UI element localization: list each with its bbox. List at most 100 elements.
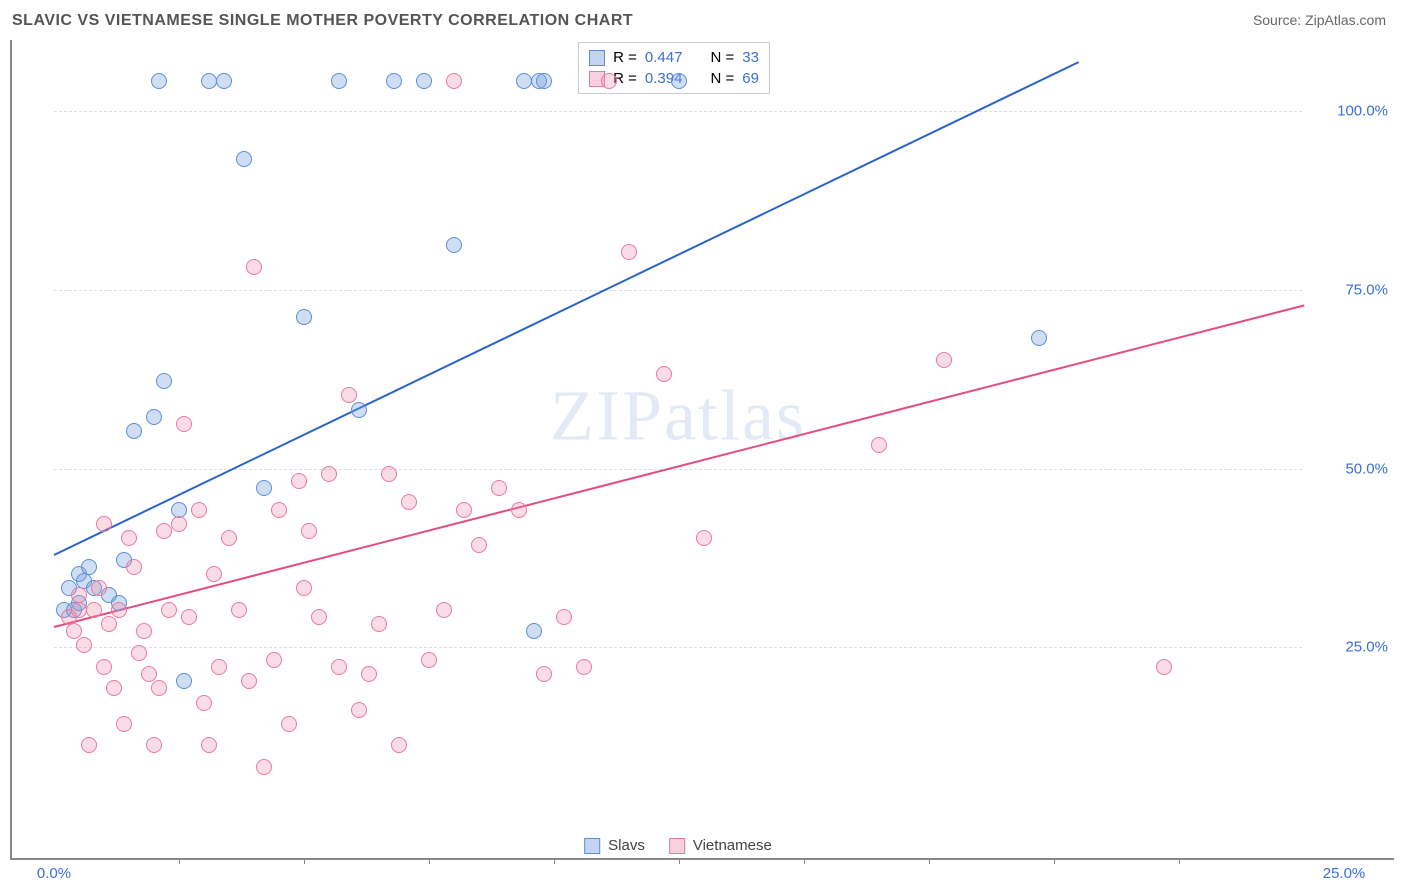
data-point xyxy=(246,259,262,275)
data-point xyxy=(96,659,112,675)
n-value: 69 xyxy=(742,70,759,87)
legend-item: Vietnamese xyxy=(669,837,772,854)
x-tick xyxy=(679,858,680,864)
data-point xyxy=(201,737,217,753)
source-label: Source: ZipAtlas.com xyxy=(1253,12,1386,30)
data-point xyxy=(256,480,272,496)
x-tick xyxy=(179,858,180,864)
data-point xyxy=(696,530,712,546)
data-point xyxy=(206,566,222,582)
header-row: SLAVIC VS VIETNAMESE SINGLE MOTHER POVER… xyxy=(8,8,1398,40)
data-point xyxy=(526,623,542,639)
x-tick-label: 0.0% xyxy=(37,865,71,882)
data-point xyxy=(511,502,527,518)
plot-region: ZIPatlas R =0.447N =33R =0.394N =69 Slav… xyxy=(54,40,1302,824)
data-point xyxy=(126,559,142,575)
chart-area: Single Mother Poverty ZIPatlas R =0.447N… xyxy=(10,40,1394,860)
y-tick-label: 75.0% xyxy=(1345,282,1388,299)
data-point xyxy=(491,480,507,496)
x-tick xyxy=(554,858,555,864)
data-point xyxy=(291,473,307,489)
data-point xyxy=(656,366,672,382)
data-point xyxy=(351,402,367,418)
legend-label: Vietnamese xyxy=(693,837,772,854)
data-point xyxy=(331,659,347,675)
data-point xyxy=(1156,659,1172,675)
data-point xyxy=(421,652,437,668)
data-point xyxy=(101,616,117,632)
data-point xyxy=(176,416,192,432)
data-point xyxy=(456,502,472,518)
data-point xyxy=(131,645,147,661)
trend-line xyxy=(54,304,1304,627)
data-point xyxy=(121,530,137,546)
data-point xyxy=(1031,330,1047,346)
data-point xyxy=(381,466,397,482)
data-point xyxy=(201,73,217,89)
data-point xyxy=(116,716,132,732)
data-point xyxy=(141,666,157,682)
data-point xyxy=(351,702,367,718)
data-point xyxy=(176,673,192,689)
data-point xyxy=(66,623,82,639)
data-point xyxy=(81,559,97,575)
y-tick-label: 100.0% xyxy=(1337,103,1388,120)
data-point xyxy=(576,659,592,675)
data-point xyxy=(256,759,272,775)
data-point xyxy=(191,502,207,518)
x-tick xyxy=(929,858,930,864)
data-point xyxy=(156,523,172,539)
data-point xyxy=(136,623,152,639)
data-point xyxy=(446,73,462,89)
gridline-horizontal xyxy=(54,469,1302,470)
gridline-horizontal xyxy=(54,647,1302,648)
data-point xyxy=(81,737,97,753)
data-point xyxy=(216,73,232,89)
data-point xyxy=(111,602,127,618)
data-point xyxy=(76,637,92,653)
gridline-horizontal xyxy=(54,290,1302,291)
data-point xyxy=(321,466,337,482)
n-value: 33 xyxy=(742,49,759,66)
data-point xyxy=(221,530,237,546)
n-label: N = xyxy=(710,70,734,87)
data-point xyxy=(196,695,212,711)
chart-title: SLAVIC VS VIETNAMESE SINGLE MOTHER POVER… xyxy=(12,12,633,30)
data-point xyxy=(281,716,297,732)
data-point xyxy=(311,609,327,625)
data-point xyxy=(96,516,112,532)
y-tick-label: 50.0% xyxy=(1345,460,1388,477)
data-point xyxy=(241,673,257,689)
gridline-horizontal xyxy=(54,111,1302,112)
legend-swatch xyxy=(589,50,605,66)
trend-line xyxy=(54,62,1080,557)
legend-swatch xyxy=(584,838,600,854)
data-point xyxy=(71,587,87,603)
x-tick xyxy=(1054,858,1055,864)
legend-swatch xyxy=(669,838,685,854)
x-tick-label: 25.0% xyxy=(1323,865,1366,882)
data-point xyxy=(126,423,142,439)
data-point xyxy=(556,609,572,625)
n-label: N = xyxy=(710,49,734,66)
data-point xyxy=(601,73,617,89)
data-point xyxy=(171,516,187,532)
data-point xyxy=(416,73,432,89)
data-point xyxy=(471,537,487,553)
data-point xyxy=(401,494,417,510)
data-point xyxy=(146,409,162,425)
data-point xyxy=(86,602,102,618)
data-point xyxy=(151,680,167,696)
data-point xyxy=(161,602,177,618)
data-point xyxy=(231,602,247,618)
data-point xyxy=(331,73,347,89)
data-point xyxy=(271,502,287,518)
data-point xyxy=(446,237,462,253)
x-tick xyxy=(804,858,805,864)
data-point xyxy=(146,737,162,753)
legend-label: Slavs xyxy=(608,837,645,854)
series-legend: Slavs Vietnamese xyxy=(584,837,772,854)
data-point xyxy=(671,73,687,89)
data-point xyxy=(296,580,312,596)
data-point xyxy=(436,602,452,618)
